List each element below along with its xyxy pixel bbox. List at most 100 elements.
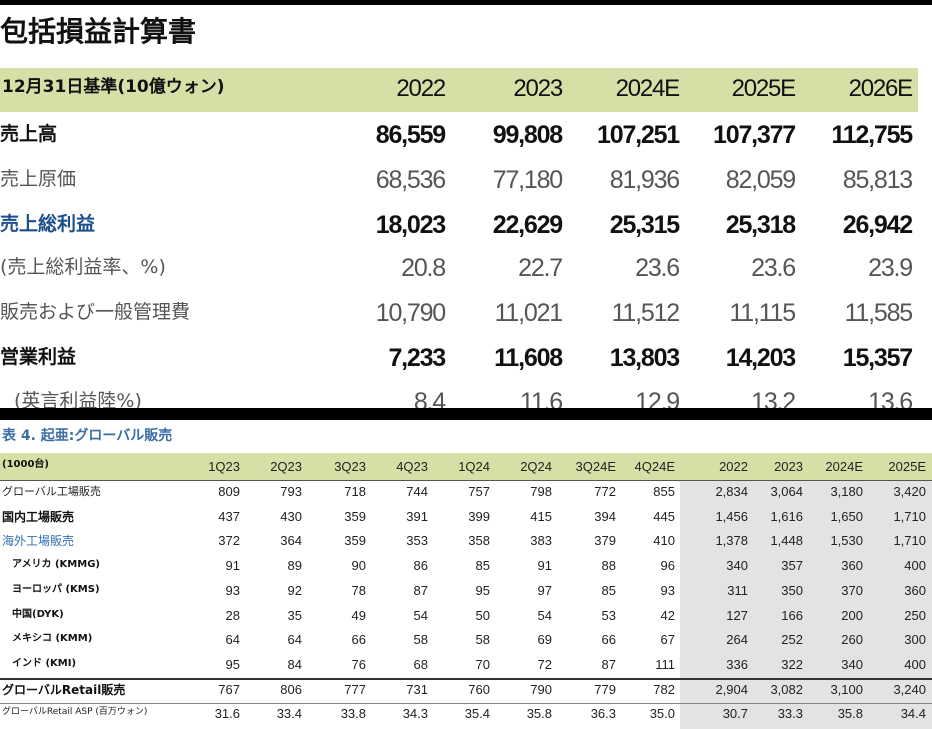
cell: 91 — [537, 558, 552, 574]
cell: 18,023 — [375, 211, 446, 239]
header-year: 2025E — [731, 75, 797, 102]
cell: 340 — [841, 656, 863, 672]
cell: 23.6 — [751, 254, 796, 282]
cell: 731 — [406, 681, 428, 697]
cell: 33.4 — [276, 706, 302, 722]
row-label: アメリカ (KMMG) — [12, 559, 100, 571]
header-col: 2Q24 — [520, 459, 552, 474]
cell: 10,790 — [375, 299, 446, 327]
cell: 772 — [594, 484, 616, 499]
header-col: 2025E — [888, 459, 926, 474]
cell: 107,251 — [597, 121, 680, 149]
cell: 360 — [841, 558, 863, 574]
cell: 777 — [344, 681, 366, 697]
cell: 806 — [280, 681, 302, 697]
cell: 350 — [781, 582, 803, 598]
header-col: 2022 — [719, 459, 748, 474]
header-year: 2023 — [513, 75, 563, 102]
cell: 340 — [726, 558, 748, 574]
cell: 66 — [601, 632, 616, 648]
cell: 11.6 — [519, 388, 563, 409]
cell: 85 — [475, 558, 490, 574]
cell: 82,059 — [725, 166, 796, 194]
rule — [0, 678, 932, 680]
row-label: (英言利益陸%) — [14, 390, 142, 409]
cell: 89 — [287, 558, 302, 574]
cell: 111 — [655, 656, 675, 672]
header-col: 1Q23 — [208, 459, 240, 474]
cell: 30.7 — [722, 706, 748, 722]
cell: 23.9 — [868, 254, 913, 282]
row-label: インド (KMI) — [12, 657, 77, 669]
cell: 359 — [344, 508, 366, 524]
cell: 353 — [406, 533, 428, 549]
row-label: 売上原価 — [0, 168, 77, 190]
cell: 3,064 — [770, 484, 803, 499]
cell: 25,315 — [609, 211, 680, 239]
cell: 790 — [530, 681, 552, 697]
cell: 264 — [726, 632, 748, 648]
cell: 88 — [601, 558, 616, 574]
cell: 793 — [280, 484, 302, 499]
cell: 14,203 — [725, 344, 796, 372]
cell: 67 — [660, 632, 675, 648]
cell: 36.3 — [590, 706, 616, 722]
cell: 1,710 — [893, 533, 926, 549]
cell: 364 — [280, 533, 302, 549]
income-title: 包括損益計算書 — [0, 15, 197, 48]
cell: 779 — [594, 681, 616, 697]
cell: 20.8 — [401, 254, 446, 282]
cell: 26,942 — [842, 211, 913, 239]
cell: 96 — [660, 558, 675, 574]
cell: 127 — [726, 607, 748, 623]
cell: 809 — [218, 484, 240, 499]
cell: 360 — [904, 582, 926, 598]
cell: 33.8 — [340, 706, 366, 722]
cell: 66 — [351, 632, 366, 648]
cell: 400 — [904, 656, 926, 672]
row-label: 中国(DYK) — [12, 608, 64, 620]
row-label: グローバルRetail ASP (百万ウォン) — [2, 707, 148, 718]
header-col: 1Q24 — [458, 459, 490, 474]
annual-bg — [680, 480, 932, 729]
cell: 77,180 — [492, 166, 563, 194]
cell: 33.3 — [777, 706, 803, 722]
cell: 58 — [475, 632, 490, 648]
cell: 25,318 — [725, 211, 796, 239]
cell: 54 — [413, 607, 428, 623]
cell: 357 — [781, 558, 803, 574]
cell: 744 — [406, 484, 428, 499]
row-label: グローバル工場販売 — [2, 485, 101, 498]
rule — [0, 703, 932, 704]
header-year: 2022 — [396, 75, 446, 102]
cell: 12.9 — [635, 388, 680, 409]
cell: 322 — [781, 656, 803, 672]
header-label: (1000台) — [2, 459, 49, 470]
cell: 93 — [225, 582, 240, 598]
cell: 260 — [841, 632, 863, 648]
cell: 84 — [287, 656, 302, 672]
cell: 69 — [537, 632, 552, 648]
cell: 3,420 — [893, 484, 926, 499]
cell: 35 — [287, 607, 302, 623]
row-label: 海外工場販売 — [2, 534, 75, 549]
row-label: (売上総利益率、%) — [0, 256, 166, 278]
cell: 379 — [594, 533, 616, 549]
cell: 50 — [475, 607, 490, 623]
cell: 394 — [594, 508, 616, 524]
cell: 3,240 — [893, 681, 926, 697]
cell: 15,357 — [842, 344, 913, 372]
cell: 87 — [601, 656, 616, 672]
cell: 400 — [904, 558, 926, 574]
cell: 782 — [653, 681, 675, 697]
sales-title: 表 4. 起亜:グローバル販売 — [2, 428, 173, 444]
cell: 3,100 — [830, 681, 863, 697]
cell: 415 — [530, 508, 552, 524]
cell: 22,629 — [492, 211, 563, 239]
cell: 90 — [351, 558, 366, 574]
rule — [0, 480, 932, 481]
cell: 1,378 — [715, 533, 748, 549]
cell: 22.7 — [518, 254, 563, 282]
cell: 252 — [781, 632, 803, 648]
